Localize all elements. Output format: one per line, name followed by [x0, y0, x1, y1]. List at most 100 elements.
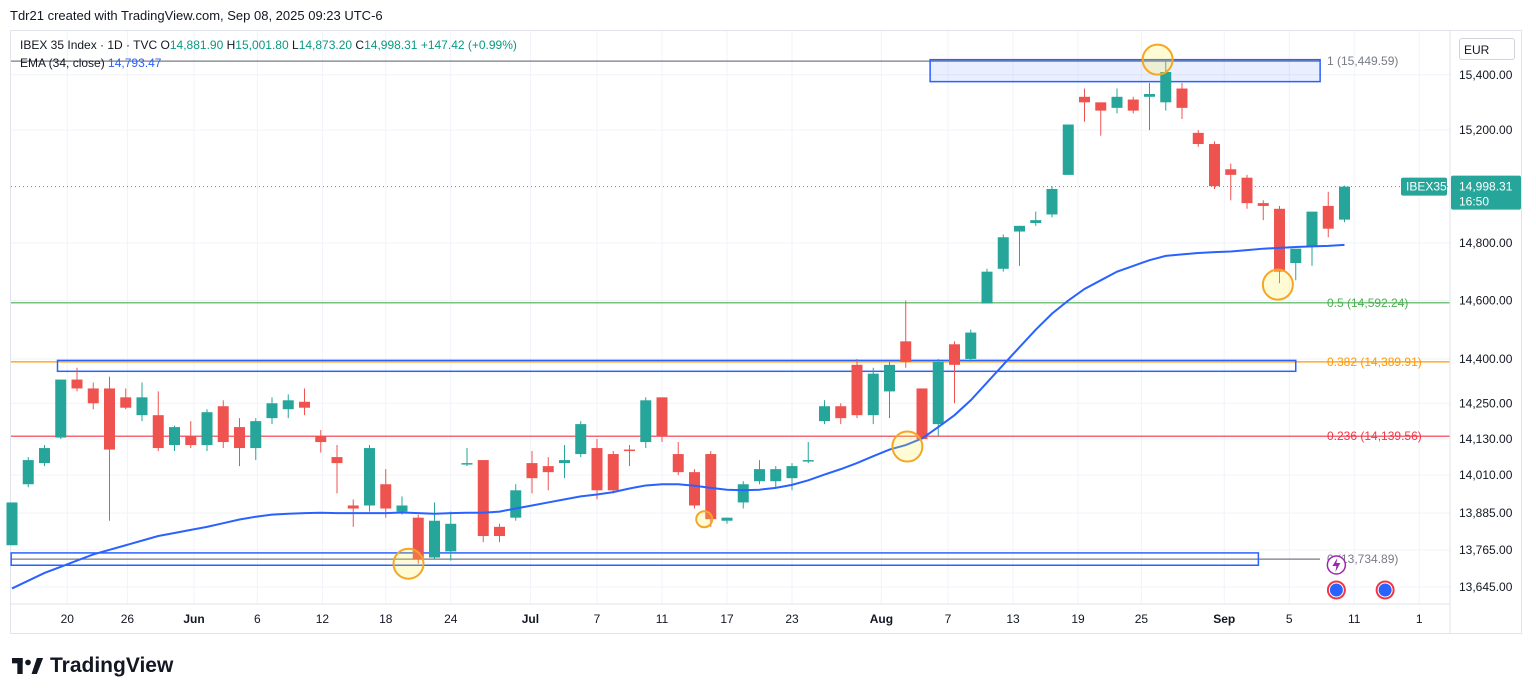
candle-body [234, 427, 245, 449]
candle-body [250, 421, 262, 449]
candle-body [331, 457, 343, 464]
candle-body [1111, 96, 1123, 108]
candle-body [494, 526, 505, 537]
candle-body [640, 400, 652, 443]
candle-body [1257, 203, 1269, 206]
x-tick-label: 19 [1071, 612, 1085, 626]
candle-body [445, 523, 457, 552]
candle-body [526, 463, 538, 479]
x-tick-label: 11 [1348, 612, 1361, 626]
legend-ema: EMA (34, close) 14,793.47 [20, 56, 161, 70]
y-tick-label: 13,885.00 [1459, 506, 1513, 520]
swing-marker [1261, 268, 1294, 301]
candle-body [835, 406, 847, 419]
candle-body [136, 397, 148, 416]
lightning-icon [1332, 558, 1341, 572]
legend-ema-value: 14,793.47 [108, 56, 162, 70]
candle-body [1014, 225, 1025, 232]
candle-body [1095, 102, 1107, 111]
swing-marker [392, 547, 425, 580]
grid-lines [11, 31, 1450, 604]
swing-marker [1141, 43, 1174, 76]
candle-body [786, 466, 798, 479]
x-tick-label: Aug [870, 612, 893, 626]
candle-body [1079, 96, 1090, 103]
candle-body [120, 397, 132, 408]
candle-body [916, 388, 928, 440]
globe-icon [1377, 582, 1393, 598]
candle-body [347, 505, 359, 509]
candle-body [884, 364, 895, 392]
candle-body [396, 505, 408, 512]
y-tick-label: 14,800.00 [1459, 236, 1513, 250]
candle-body [185, 436, 197, 446]
ema-34-line [11, 243, 1345, 590]
candle-body [364, 448, 375, 506]
swing-marker [695, 510, 714, 529]
legend-open: O14,881.90 [160, 38, 224, 52]
candle-body [575, 424, 587, 455]
legend-ohlc: IBEX 35 Index · 1D · TVC O14,881.90 H15,… [20, 38, 517, 52]
fib-label: 1 (15,449.59) [1327, 54, 1398, 68]
candle-body [542, 466, 554, 473]
chart-frame[interactable] [10, 30, 1522, 634]
candle-body [607, 454, 619, 491]
x-tick-label: 12 [316, 612, 330, 626]
candle-body [1290, 248, 1302, 264]
candle-body [770, 469, 782, 482]
candle-body [997, 237, 1009, 269]
candle-body [315, 436, 327, 443]
markers [392, 43, 1395, 600]
y-tick-label: 13,765.00 [1459, 543, 1513, 557]
x-tick-label: 6 [254, 612, 261, 626]
legend-low: L14,873.20 [292, 38, 353, 52]
candle-body [169, 427, 180, 446]
candle-body [6, 502, 18, 546]
candle-body [1144, 94, 1155, 97]
x-tick-label: 11 [656, 612, 669, 626]
y-tick-label: 15,200.00 [1459, 123, 1513, 137]
x-tick-label: 25 [1135, 612, 1149, 626]
fib-label: 0.382 (14,389.91) [1327, 355, 1422, 369]
candle-body [22, 460, 34, 485]
legend-symbol: IBEX 35 Index · 1D · TVC [20, 38, 158, 52]
x-tick-label: 7 [945, 612, 952, 626]
last-price-tag [1451, 175, 1521, 210]
x-tick-label: 5 [1286, 612, 1293, 626]
candle-body [1225, 169, 1237, 175]
zone-box [56, 359, 1297, 373]
candle-body [867, 373, 879, 416]
ema-line [11, 243, 1345, 590]
candle-body [1339, 186, 1350, 220]
candle-body [981, 271, 993, 304]
x-tick-label: Jun [183, 612, 204, 626]
y-tick-label: 14,130.00 [1459, 432, 1513, 446]
x-tick-label: 24 [444, 612, 458, 626]
candle-body [39, 448, 50, 464]
x-tick-label: 17 [720, 612, 734, 626]
candle-body [1306, 211, 1318, 246]
currency-selector[interactable]: EUR [1459, 38, 1515, 60]
candle-body [1062, 124, 1074, 175]
candle-body [1322, 205, 1334, 229]
y-tick-label: 14,250.00 [1459, 396, 1513, 410]
candle-body [900, 341, 912, 362]
fib-label: 0.5 (14,592.24) [1327, 296, 1408, 310]
tradingview-brand: TradingView [12, 654, 173, 678]
y-tick-label: 14,600.00 [1459, 294, 1513, 308]
candle-body [754, 469, 765, 482]
x-tick-label: 23 [785, 612, 799, 626]
zone-boxes [10, 58, 1321, 566]
candle-body [932, 361, 944, 425]
candle-body [851, 364, 863, 416]
candle-body [201, 412, 213, 446]
candle-body [802, 460, 814, 462]
candle-body [721, 517, 733, 521]
candle-body [266, 403, 278, 419]
swing-marker [891, 430, 924, 463]
candle-body [152, 415, 164, 449]
fib-levels: 1 (15,449.59) 0.5 (14,592.24) 0.382 (14,38… [11, 54, 1450, 566]
candle-body [819, 406, 830, 422]
